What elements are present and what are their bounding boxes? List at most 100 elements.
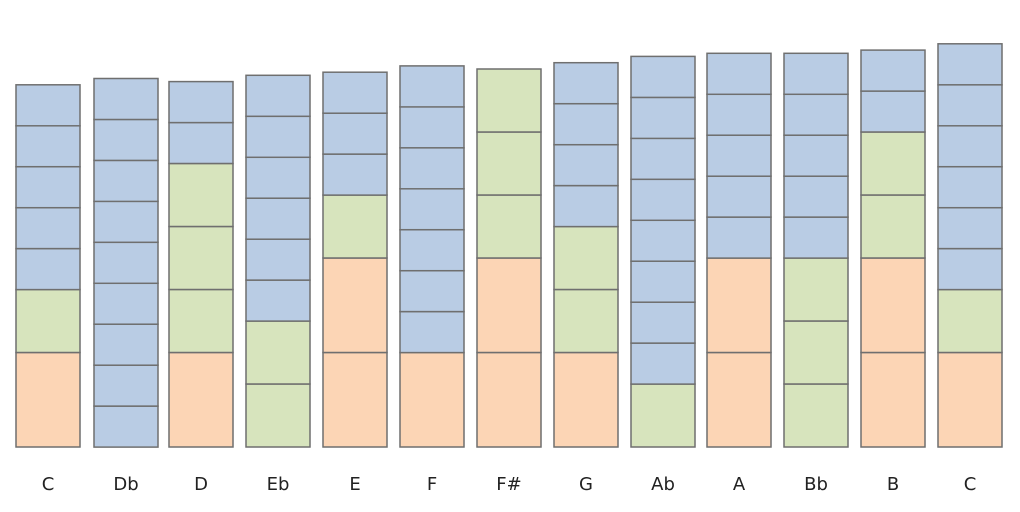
segment-blue: [322, 112, 388, 155]
column-b: [860, 49, 926, 448]
segment-blue: [937, 165, 1003, 209]
segment-blue: [783, 216, 849, 259]
segment-blue: [93, 118, 159, 162]
segment-orange: [860, 257, 926, 354]
segment-blue: [706, 52, 772, 96]
segment-green: [15, 288, 81, 354]
column-label: Eb: [267, 474, 290, 495]
segment-blue: [245, 197, 311, 240]
segment-blue: [322, 71, 388, 114]
segment-green: [860, 131, 926, 196]
segment-blue: [93, 405, 159, 448]
segment-blue: [399, 147, 465, 190]
segment-green: [168, 225, 234, 291]
column-g: [553, 61, 619, 448]
segment-blue: [245, 74, 311, 118]
segment-blue: [937, 124, 1003, 168]
segment-blue: [937, 84, 1003, 127]
column-c: [937, 43, 1003, 448]
segment-green: [476, 68, 542, 133]
segment-blue: [937, 206, 1003, 250]
segment-blue: [15, 165, 81, 209]
segment-green: [476, 131, 542, 196]
segment-blue: [783, 134, 849, 177]
segment-blue: [553, 61, 619, 105]
segment-blue: [860, 49, 926, 92]
segment-blue: [399, 65, 465, 108]
segment-orange: [937, 351, 1003, 448]
segment-blue: [783, 175, 849, 218]
column-label: D: [194, 474, 208, 495]
segment-blue: [93, 323, 159, 366]
segment-blue: [706, 216, 772, 259]
segment-green: [783, 257, 849, 322]
segment-orange: [706, 351, 772, 448]
segment-blue: [399, 106, 465, 149]
column-f: [399, 65, 465, 448]
segment-blue: [15, 247, 81, 291]
segment-orange: [15, 351, 81, 448]
column-label: Bb: [804, 474, 828, 495]
column-ab: [630, 55, 696, 448]
column-c: [15, 84, 81, 448]
segment-green: [937, 288, 1003, 354]
segment-blue: [630, 260, 696, 303]
segment-blue: [860, 90, 926, 133]
segment-blue: [630, 342, 696, 385]
segment-blue: [399, 228, 465, 272]
segment-blue: [706, 175, 772, 218]
segment-blue: [553, 102, 619, 146]
segment-green: [630, 383, 696, 448]
segment-blue: [93, 282, 159, 325]
segment-blue: [399, 310, 465, 354]
segment-orange: [476, 351, 542, 448]
column-labels: C Db D Eb E F F# G Ab A Bb B C: [42, 474, 977, 495]
segment-orange: [322, 351, 388, 448]
column-label: F: [427, 474, 437, 495]
segment-blue: [245, 115, 311, 159]
segment-blue: [783, 52, 849, 96]
segment-blue: [553, 184, 619, 228]
column-label: Db: [113, 474, 138, 495]
segment-blue: [783, 93, 849, 136]
segment-blue: [245, 279, 311, 322]
segment-blue: [630, 55, 696, 99]
segment-blue: [15, 124, 81, 168]
segment-blue: [93, 364, 159, 407]
segment-green: [245, 383, 311, 448]
segment-blue: [93, 200, 159, 244]
segment-blue: [630, 301, 696, 344]
column-stacks: [15, 43, 1003, 448]
segment-blue: [399, 187, 465, 231]
segment-blue: [245, 156, 311, 199]
segment-green: [553, 225, 619, 291]
segment-green: [783, 383, 849, 448]
segment-blue: [93, 159, 159, 203]
segment-green: [245, 320, 311, 385]
segment-orange: [399, 351, 465, 448]
column-f-sharp: [476, 68, 542, 448]
segment-orange: [476, 257, 542, 354]
segment-orange: [706, 257, 772, 354]
column-a: [706, 52, 772, 448]
segment-blue: [706, 93, 772, 136]
segment-green: [322, 194, 388, 259]
segment-blue: [245, 238, 311, 281]
segment-orange: [322, 257, 388, 354]
segment-orange: [553, 351, 619, 448]
column-bb: [783, 52, 849, 448]
segment-blue: [630, 178, 696, 222]
segment-green: [168, 162, 234, 228]
column-eb: [245, 74, 311, 448]
segment-green: [476, 194, 542, 259]
segment-blue: [399, 269, 465, 313]
column-label: F#: [496, 474, 521, 495]
segment-green: [168, 288, 234, 354]
column-label: E: [349, 474, 360, 495]
segment-blue: [93, 241, 159, 285]
column-d: [168, 80, 234, 448]
column-label: A: [733, 474, 746, 495]
segment-blue: [630, 96, 696, 140]
column-label: C: [964, 474, 977, 495]
